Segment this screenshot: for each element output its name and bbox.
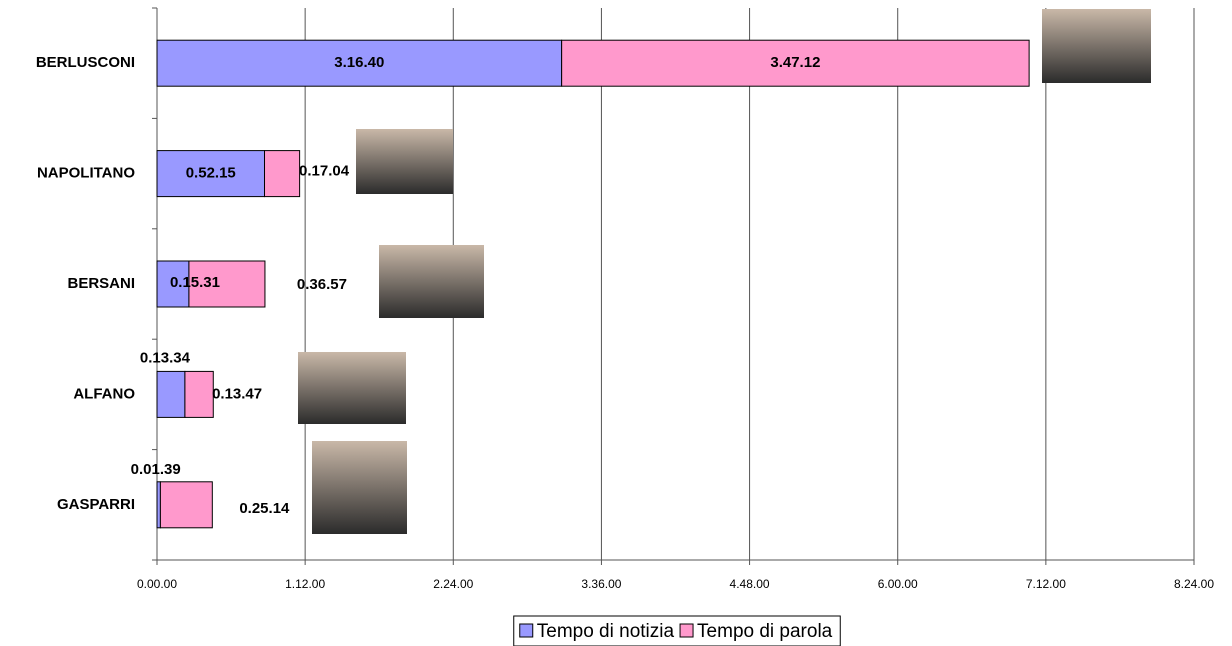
photo [379,245,484,318]
value-label: 3.47.12 [770,54,820,71]
photo [312,441,407,534]
bar-segment [561,39,1030,87]
photo [1042,9,1151,83]
bar-segment [159,481,213,529]
bar-segment [264,150,301,198]
x-tick-label: 8.24.00 [1174,577,1214,591]
photos [298,9,1151,534]
photo [356,129,453,194]
value-label: 0.13.47 [212,385,262,402]
category-label: GASPARRI [57,496,135,513]
bar-segment [156,260,190,308]
legend-swatch [679,623,694,638]
x-tick-label: 0.00.00 [137,577,177,591]
bar-segment [184,370,214,418]
x-tick-label: 7.12.00 [1026,577,1066,591]
category-label: NAPOLITANO [37,165,135,182]
value-label: 0.13.34 [140,349,191,366]
category-label: ALFANO [73,385,135,402]
bar-segment [156,150,266,198]
value-label: 0.25.14 [239,500,290,517]
bar-segment [156,370,186,418]
category-label: BERSANI [67,275,135,292]
value-label: 0.17.04 [299,163,350,180]
legend-box [513,615,841,646]
x-tick-label: 3.36.00 [581,577,621,591]
legend-label: Tempo di notizia [537,621,675,642]
x-tick-label: 1.12.00 [285,577,325,591]
photo [298,352,406,424]
x-tick-label: 6.00.00 [878,577,918,591]
value-label: 0.01.39 [131,461,181,478]
bar-segment [188,260,266,308]
bar-segment [156,481,161,529]
x-tick-label: 4.48.00 [730,577,770,591]
legend-label: Tempo di parola [697,621,833,642]
legend: Tempo di notizia Tempo di parola [513,615,841,646]
value-label: 0.52.15 [186,165,236,182]
value-label: 3.16.40 [334,54,384,71]
legend-swatch [519,623,534,638]
value-label: 0.36.57 [297,276,347,293]
bar-segment [156,39,563,87]
x-tick-label: 2.24.00 [433,577,473,591]
value-label: 0.15.31 [170,274,220,291]
category-label: BERLUSCONI [36,54,135,71]
